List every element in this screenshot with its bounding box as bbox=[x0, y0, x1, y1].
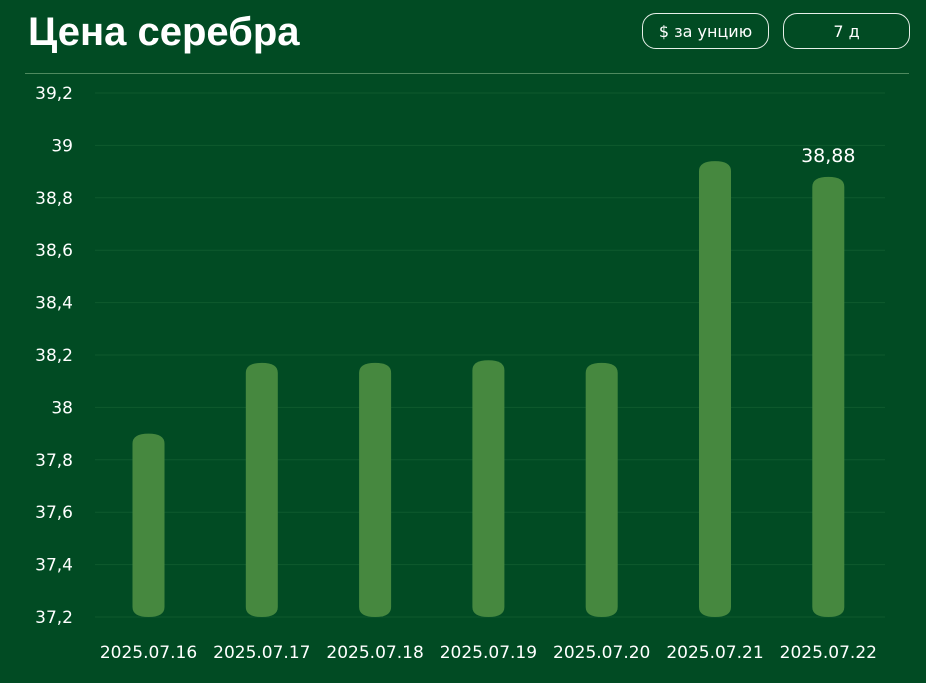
y-tick-label: 39,2 bbox=[35, 84, 73, 104]
y-tick-label: 37,8 bbox=[35, 451, 73, 471]
x-tick-label: 2025.07.21 bbox=[666, 643, 763, 663]
y-tick-label: 39 bbox=[51, 136, 73, 156]
y-tick-label: 38,4 bbox=[35, 294, 73, 314]
y-tick-label: 37,2 bbox=[35, 608, 73, 628]
y-tick-label: 38,2 bbox=[35, 346, 73, 366]
price-bar-2025.07.19[interactable] bbox=[472, 360, 505, 617]
bar-data-label: 38,88 bbox=[801, 145, 855, 167]
x-tick-label: 2025.07.19 bbox=[440, 643, 537, 663]
y-tick-label: 38,6 bbox=[35, 241, 73, 261]
price-bar-2025.07.20[interactable] bbox=[585, 362, 618, 617]
page-title: Цена серебра bbox=[28, 10, 300, 54]
y-tick-label: 37,6 bbox=[35, 503, 73, 523]
x-tick-label: 2025.07.20 bbox=[553, 643, 650, 663]
x-tick-label: 2025.07.22 bbox=[780, 643, 877, 663]
y-tick-label: 37,4 bbox=[35, 556, 73, 576]
header-divider bbox=[25, 73, 909, 74]
x-tick-label: 2025.07.18 bbox=[326, 643, 423, 663]
price-bar-2025.07.18[interactable] bbox=[359, 362, 392, 617]
price-bar-2025.07.16[interactable] bbox=[132, 433, 165, 617]
price-bar-2025.07.17[interactable] bbox=[245, 362, 278, 617]
x-tick-label: 2025.07.16 bbox=[100, 643, 197, 663]
unit-selector-button[interactable]: $ за унцию bbox=[642, 13, 769, 49]
price-bar-2025.07.21[interactable] bbox=[699, 161, 731, 617]
price-bar-2025.07.22[interactable] bbox=[812, 176, 845, 617]
y-tick-label: 38,8 bbox=[35, 189, 73, 209]
y-tick-label: 38 bbox=[51, 398, 73, 418]
x-tick-label: 2025.07.17 bbox=[213, 643, 310, 663]
period-selector-button[interactable]: 7 д bbox=[783, 13, 910, 49]
